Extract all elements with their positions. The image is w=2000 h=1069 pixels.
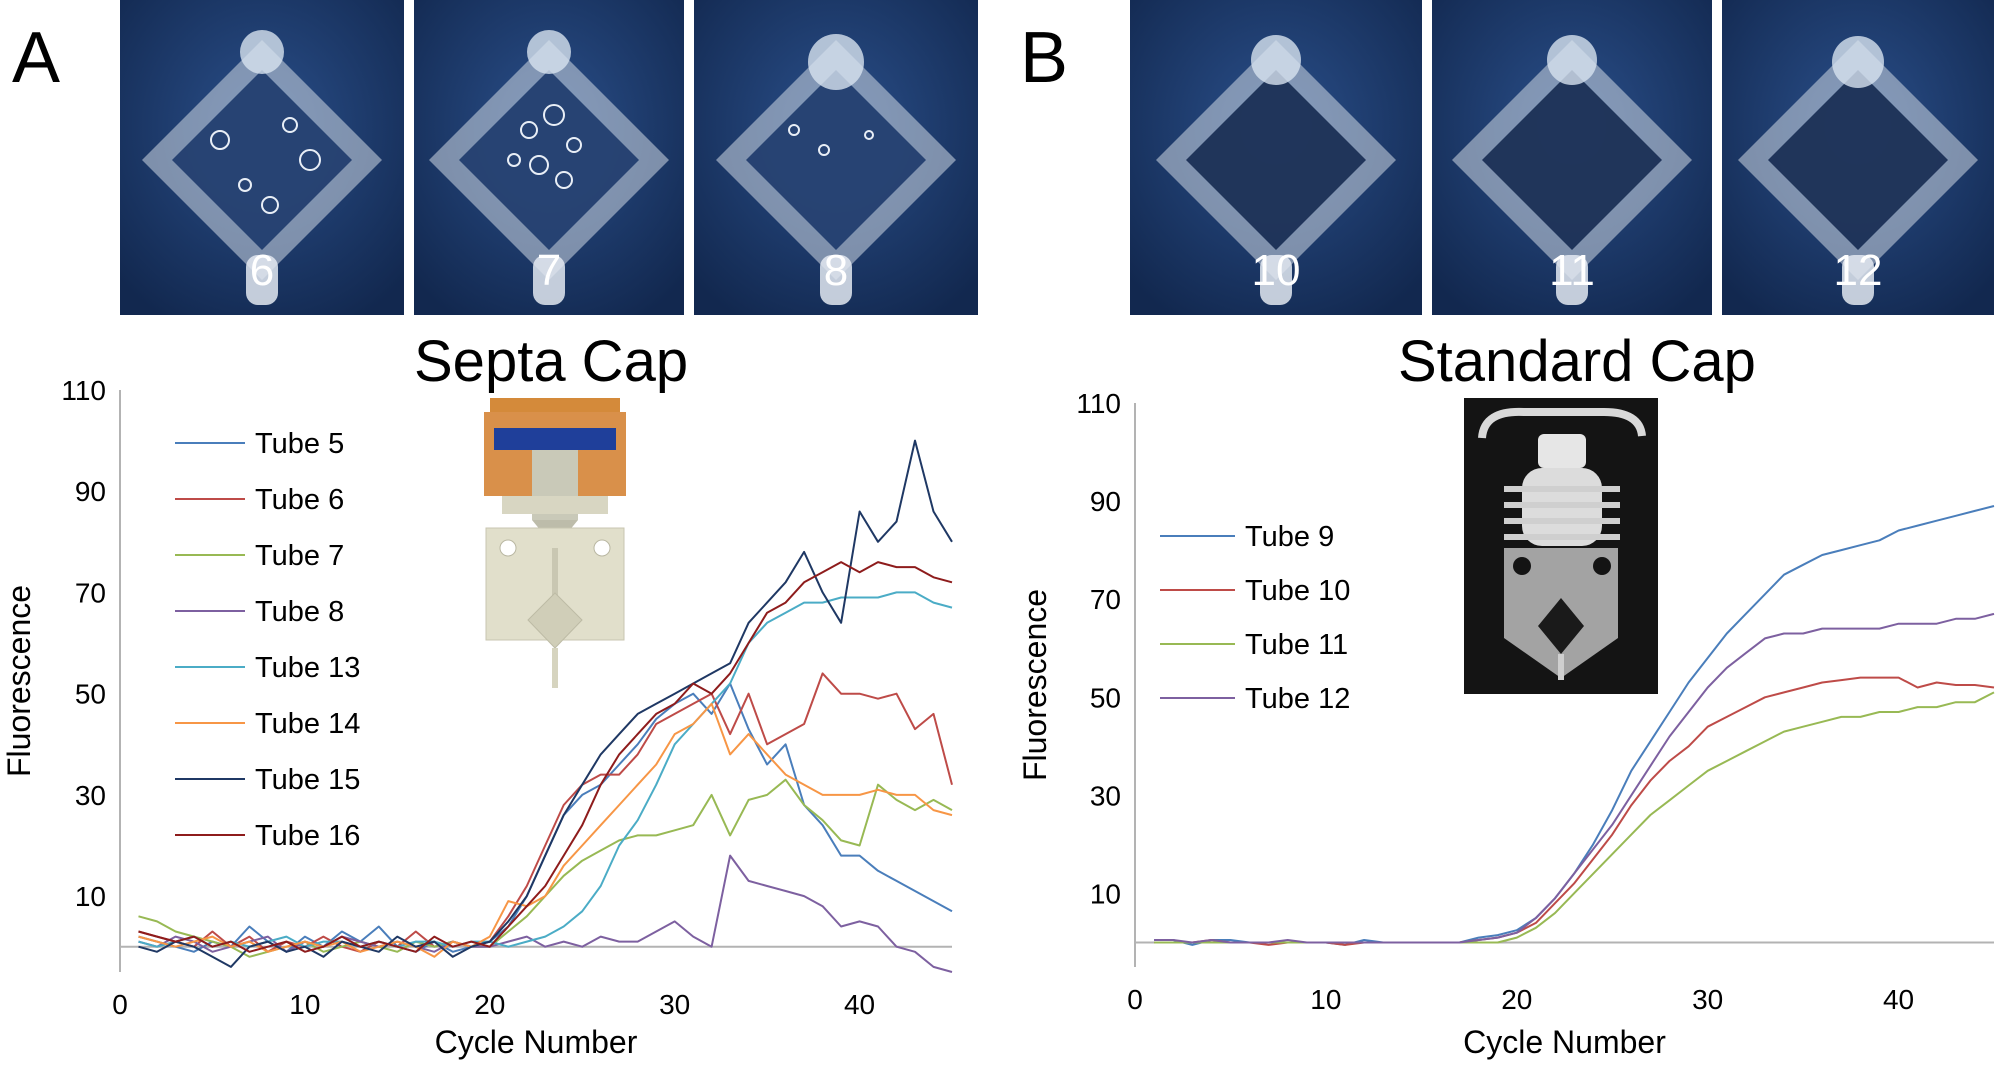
legend-entry: Tube 12 — [1245, 683, 1350, 715]
y-axis-label: Fluorescence — [1017, 589, 1053, 781]
y-tick-label: 10 — [1090, 878, 1121, 909]
y-tick-label: 70 — [1090, 584, 1121, 615]
x-tick-label: 20 — [474, 989, 505, 1020]
chart-septa-cap: 10 30 50 70 90 110 0 10 20 30 40 Cycle Number Fluore… — [1, 375, 953, 1060]
series-line-tube-6 — [138, 672, 953, 953]
series-line-tube-13 — [138, 591, 953, 948]
y-axis-label: Fluorescence — [1, 585, 37, 777]
legend-entry: Tube 16 — [255, 820, 360, 852]
photo-tube-12: 12 — [1722, 0, 1994, 315]
x-tick-label: 30 — [659, 989, 690, 1020]
legend-entry: Tube 10 — [1245, 575, 1350, 607]
y-tick-label: 90 — [75, 476, 106, 507]
x-tick-label: 10 — [289, 989, 320, 1020]
x-tick-label: 10 — [1310, 984, 1341, 1015]
legend-entry: Tube 9 — [1245, 521, 1334, 553]
y-tick-label: 110 — [1076, 388, 1121, 419]
y-tick-label: 30 — [75, 780, 106, 811]
x-tick-label: 0 — [112, 989, 128, 1020]
chart-title-standard-cap: Standard Cap — [1398, 329, 1756, 394]
photo-label: 12 — [1833, 246, 1883, 295]
standard-cap-photo — [1464, 398, 1658, 694]
chart-title-septa-cap: Septa Cap — [414, 329, 689, 394]
legend-entry: Tube 11 — [1245, 629, 1348, 661]
y-tick-label: 10 — [75, 881, 106, 912]
photo-tube-10: 10 — [1130, 0, 1422, 315]
y-tick-label: 110 — [61, 375, 106, 406]
reaction-chamber-photo — [1722, 0, 1994, 315]
reaction-chamber-photo — [694, 0, 978, 315]
series-line-tube-11 — [1154, 691, 1995, 944]
legend-entry: Tube 5 — [255, 428, 344, 460]
photo-label: 6 — [249, 246, 275, 295]
panel-label-a: A — [12, 18, 61, 98]
series-line-tube-8 — [138, 854, 953, 973]
photo-label: 11 — [1549, 246, 1595, 295]
photo-label: 8 — [823, 246, 849, 295]
photo-tube-11: 11 — [1432, 0, 1712, 315]
series-line-tube-12 — [1154, 612, 1995, 944]
legend-entry: Tube 7 — [255, 540, 344, 572]
x-tick-label: 20 — [1501, 984, 1532, 1015]
legend-entry: Tube 15 — [255, 764, 360, 796]
reaction-chamber-photo — [414, 0, 684, 315]
legend-entry: Tube 14 — [255, 708, 360, 740]
legend-entry: Tube 8 — [255, 596, 344, 628]
panel-label-b: B — [1020, 18, 1069, 98]
series-line-tube-14 — [138, 702, 953, 958]
septa-cap-schematic — [484, 398, 626, 688]
legend-entry: Tube 6 — [255, 484, 344, 516]
x-axis-label: Cycle Number — [1463, 1024, 1666, 1060]
series-line-tube-16 — [138, 561, 953, 953]
x-tick-label: 40 — [844, 989, 875, 1020]
y-tick-label: 50 — [1090, 682, 1121, 713]
y-tick-label: 30 — [1090, 780, 1121, 811]
reaction-chamber-photo — [1130, 0, 1422, 315]
photo-tube-7: 7 — [414, 0, 684, 315]
x-tick-label: 30 — [1692, 984, 1723, 1015]
photo-label: 7 — [536, 246, 562, 295]
photo-label: 10 — [1251, 246, 1301, 295]
series-line-tube-10 — [1154, 676, 1995, 946]
x-axis-label: Cycle Number — [435, 1024, 638, 1060]
y-tick-label: 90 — [1090, 486, 1121, 517]
y-tick-label: 70 — [75, 577, 106, 608]
photo-tube-8: 8 — [694, 0, 978, 315]
legend-entry: Tube 13 — [255, 652, 360, 684]
x-tick-label: 0 — [1127, 984, 1143, 1015]
y-tick-label: 50 — [75, 679, 106, 710]
photo-tube-6: 6 — [120, 0, 404, 315]
reaction-chamber-photo — [120, 0, 404, 315]
reaction-chamber-photo — [1432, 0, 1712, 315]
x-tick-label: 40 — [1883, 984, 1914, 1015]
